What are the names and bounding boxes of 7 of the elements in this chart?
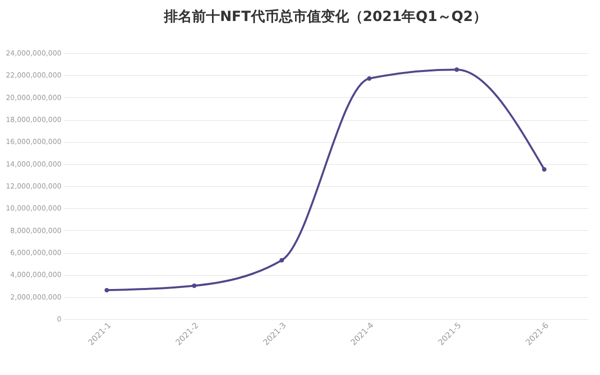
chart-title: 排名前十NFT代币总市值变化（2021年Q1～Q2）: [162, 8, 488, 25]
point: [542, 167, 546, 172]
point: [104, 288, 109, 292]
point: [280, 258, 284, 262]
point: [367, 76, 372, 81]
point: [454, 67, 459, 72]
point: [192, 284, 196, 288]
